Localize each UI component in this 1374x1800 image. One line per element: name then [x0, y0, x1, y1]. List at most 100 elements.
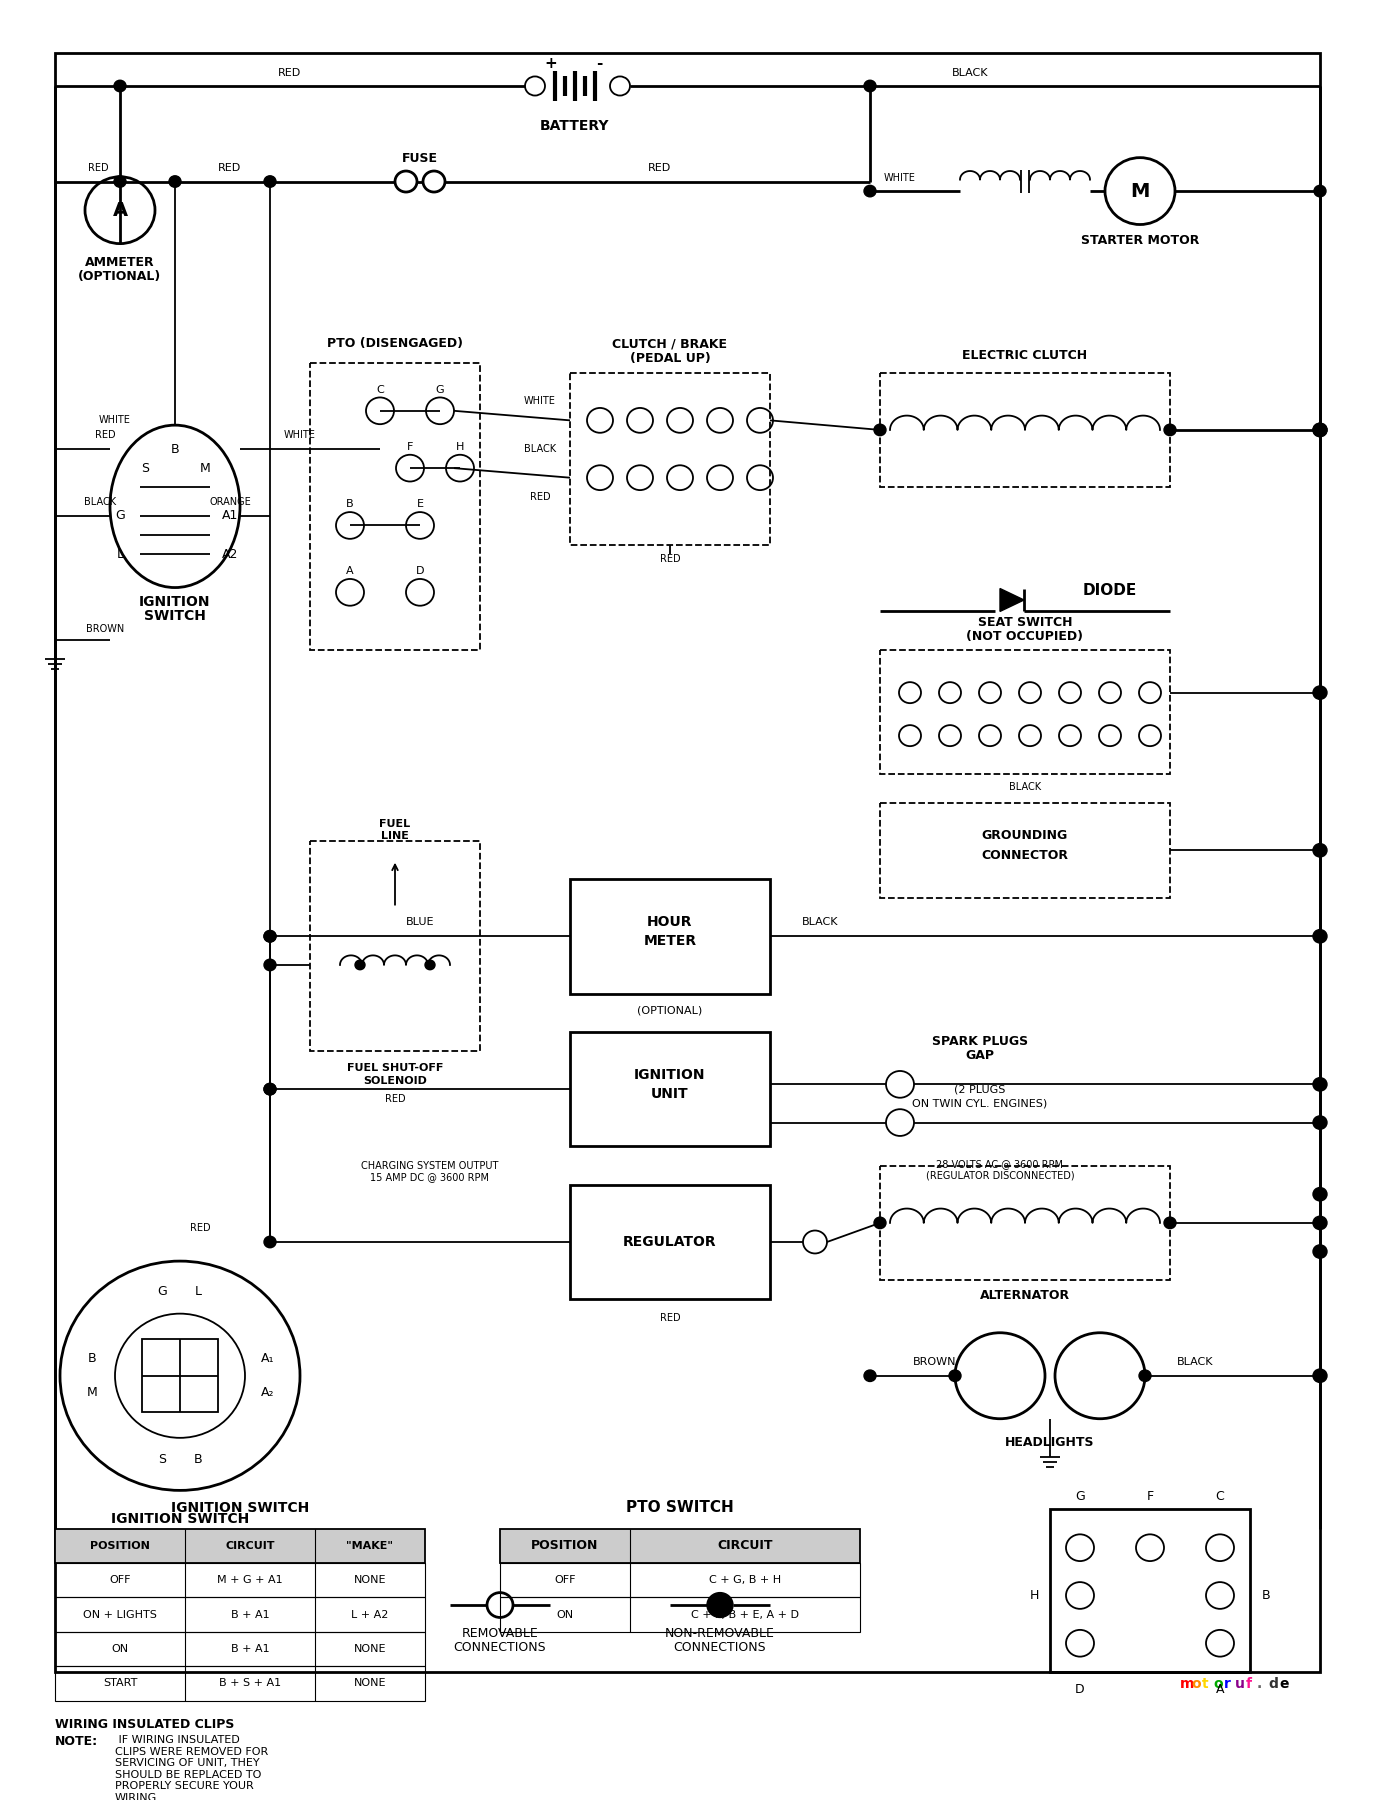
Text: BLACK: BLACK: [523, 445, 556, 454]
Text: (PEDAL UP): (PEDAL UP): [629, 351, 710, 365]
Circle shape: [1164, 425, 1176, 436]
Text: A2: A2: [221, 547, 238, 560]
Text: f: f: [1246, 1678, 1252, 1690]
Text: BLACK: BLACK: [1009, 783, 1041, 792]
Text: POSITION: POSITION: [532, 1539, 599, 1552]
Circle shape: [864, 81, 877, 92]
Circle shape: [354, 959, 365, 970]
Text: S: S: [158, 1453, 166, 1467]
Circle shape: [425, 959, 436, 970]
Text: CIRCUIT: CIRCUIT: [717, 1539, 772, 1552]
Text: H: H: [1029, 1589, 1039, 1602]
Circle shape: [1314, 423, 1327, 437]
Text: 28 VOLTS AC @ 3600 RPM: 28 VOLTS AC @ 3600 RPM: [937, 1159, 1063, 1168]
Text: C + F, B + E, A + D: C + F, B + E, A + D: [691, 1609, 800, 1620]
Text: CIRCUIT: CIRCUIT: [225, 1541, 275, 1552]
Text: STARTER MOTOR: STARTER MOTOR: [1081, 234, 1200, 247]
Text: BLACK: BLACK: [802, 916, 838, 927]
Text: BROWN: BROWN: [914, 1357, 956, 1368]
Text: HEADLIGHTS: HEADLIGHTS: [1006, 1436, 1095, 1449]
Bar: [55, 1562, 425, 1597]
Text: BLUE: BLUE: [405, 916, 434, 927]
Circle shape: [874, 425, 886, 436]
Bar: [1050, 1510, 1250, 1672]
Text: PTO SWITCH: PTO SWITCH: [627, 1499, 734, 1516]
Circle shape: [1314, 1078, 1327, 1091]
Text: +: +: [544, 56, 558, 70]
Text: B + S + A1: B + S + A1: [218, 1678, 282, 1688]
Text: RED: RED: [649, 164, 672, 173]
Text: SWITCH: SWITCH: [144, 608, 206, 623]
Circle shape: [264, 1237, 276, 1247]
Text: B + A1: B + A1: [231, 1609, 269, 1620]
Circle shape: [264, 1084, 276, 1094]
Circle shape: [1139, 1370, 1151, 1381]
Text: (NOT OCCUPIED): (NOT OCCUPIED): [966, 630, 1084, 643]
Text: B: B: [88, 1352, 96, 1364]
Text: d: d: [1268, 1678, 1278, 1690]
Text: A: A: [346, 567, 354, 576]
Text: WHITE: WHITE: [99, 416, 131, 425]
Text: RED: RED: [385, 1094, 405, 1103]
Text: t: t: [1202, 1678, 1209, 1690]
Text: IGNITION SWITCH: IGNITION SWITCH: [111, 1512, 249, 1526]
Text: L: L: [117, 547, 124, 560]
Text: B: B: [194, 1453, 202, 1467]
Text: WHITE: WHITE: [883, 173, 916, 184]
Text: D: D: [1076, 1683, 1085, 1696]
Bar: [55, 1633, 425, 1667]
Text: ON + LIGHTS: ON + LIGHTS: [82, 1609, 157, 1620]
Polygon shape: [1000, 589, 1024, 612]
Text: F: F: [1146, 1490, 1154, 1503]
Text: BLACK: BLACK: [1176, 1357, 1213, 1368]
Text: o: o: [1191, 1678, 1201, 1690]
Bar: [879, 650, 1171, 774]
Text: RED: RED: [279, 68, 302, 77]
Text: FUSE: FUSE: [403, 151, 438, 166]
Bar: [500, 1528, 860, 1562]
Text: REMOVABLE: REMOVABLE: [462, 1627, 539, 1640]
Text: RED: RED: [530, 491, 551, 502]
Circle shape: [864, 1370, 877, 1381]
Text: (2 PLUGS: (2 PLUGS: [955, 1084, 1006, 1094]
Bar: [142, 1339, 218, 1411]
Circle shape: [264, 931, 276, 941]
Text: (OPTIONAL): (OPTIONAL): [78, 270, 162, 283]
Text: A₁: A₁: [261, 1352, 275, 1364]
Text: ALTERNATOR: ALTERNATOR: [980, 1289, 1070, 1301]
Text: CONNECTIONS: CONNECTIONS: [453, 1640, 547, 1654]
Bar: [500, 1597, 860, 1633]
Text: (REGULATOR DISCONNECTED): (REGULATOR DISCONNECTED): [926, 1170, 1074, 1181]
Circle shape: [1314, 844, 1327, 857]
Text: ON: ON: [111, 1643, 129, 1654]
Text: REGULATOR: REGULATOR: [624, 1235, 717, 1249]
Text: OFF: OFF: [110, 1575, 131, 1586]
Circle shape: [1314, 1370, 1327, 1382]
Circle shape: [874, 1217, 886, 1229]
Text: START: START: [103, 1678, 137, 1688]
Text: H: H: [456, 443, 464, 452]
Text: B: B: [346, 499, 354, 509]
Bar: [55, 1667, 425, 1701]
Bar: [570, 1031, 769, 1147]
Text: S: S: [142, 461, 148, 475]
Text: ON: ON: [556, 1609, 573, 1620]
Text: B + A1: B + A1: [231, 1643, 269, 1654]
Text: PTO (DISENGAGED): PTO (DISENGAGED): [327, 337, 463, 351]
Text: "MAKE": "MAKE": [346, 1541, 393, 1552]
Text: POSITION: POSITION: [91, 1541, 150, 1552]
Circle shape: [1314, 1116, 1327, 1129]
Text: o: o: [1213, 1678, 1223, 1690]
Text: ON TWIN CYL. ENGINES): ON TWIN CYL. ENGINES): [912, 1098, 1047, 1109]
Text: RED: RED: [218, 164, 242, 173]
Circle shape: [1314, 423, 1327, 437]
Text: NONE: NONE: [353, 1575, 386, 1586]
Text: IGNITION SWITCH: IGNITION SWITCH: [170, 1501, 309, 1514]
Text: C + G, B + H: C + G, B + H: [709, 1575, 780, 1586]
Text: RED: RED: [660, 554, 680, 563]
Text: A₂: A₂: [261, 1386, 275, 1399]
Text: IF WIRING INSULATED
CLIPS WERE REMOVED FOR
SERVICING OF UNIT, THEY
SHOULD BE REP: IF WIRING INSULATED CLIPS WERE REMOVED F…: [115, 1735, 268, 1800]
Text: G: G: [115, 509, 125, 522]
Bar: [570, 878, 769, 994]
Text: NON-REMOVABLE: NON-REMOVABLE: [665, 1627, 775, 1640]
